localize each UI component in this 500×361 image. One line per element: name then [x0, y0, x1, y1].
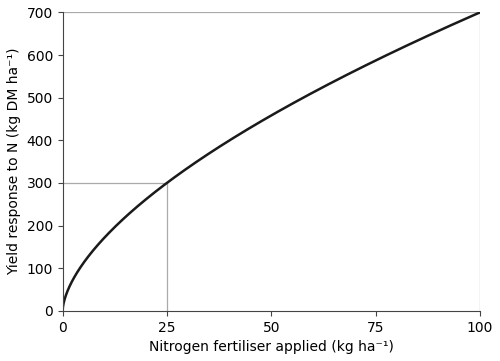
Y-axis label: Yield response to N (kg DM ha⁻¹): Yield response to N (kg DM ha⁻¹): [7, 48, 21, 275]
X-axis label: Nitrogen fertiliser applied (kg ha⁻¹): Nitrogen fertiliser applied (kg ha⁻¹): [149, 340, 394, 354]
